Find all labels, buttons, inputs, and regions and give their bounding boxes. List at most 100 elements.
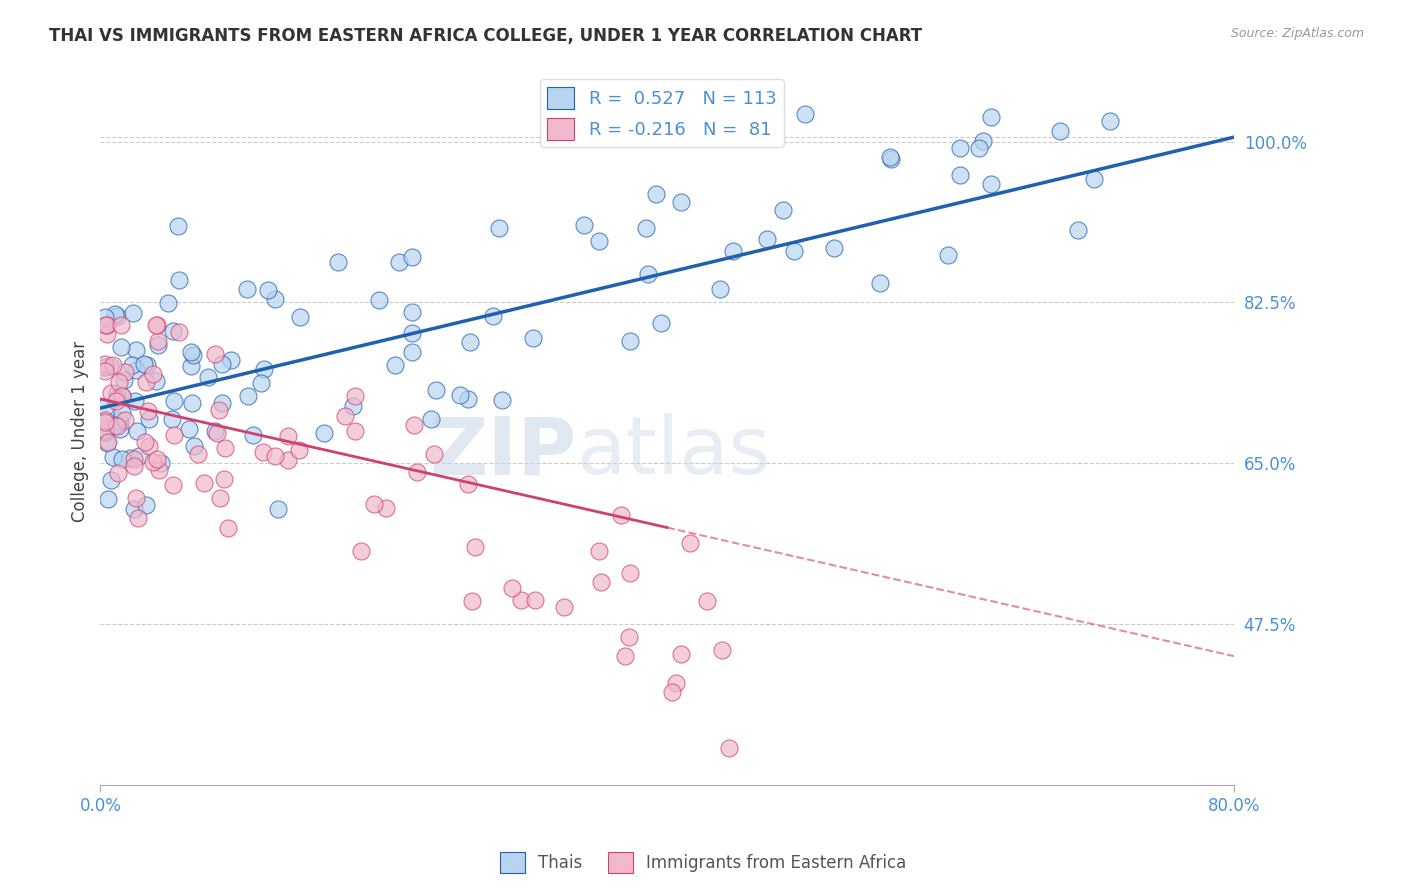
Legend: R =  0.527   N = 113, R = -0.216   N =  81: R = 0.527 N = 113, R = -0.216 N = 81 bbox=[540, 79, 785, 147]
Point bbox=[93, 310, 115, 324]
Point bbox=[110, 422, 132, 436]
Point bbox=[118, 450, 141, 465]
Point bbox=[488, 220, 510, 235]
Point bbox=[457, 477, 479, 491]
Point bbox=[148, 463, 170, 477]
Point bbox=[665, 676, 688, 690]
Point bbox=[420, 412, 443, 426]
Point bbox=[214, 441, 236, 455]
Point bbox=[111, 389, 134, 403]
Point bbox=[501, 582, 523, 596]
Point bbox=[969, 141, 991, 155]
Point bbox=[167, 219, 190, 234]
Point bbox=[266, 502, 288, 516]
Point bbox=[457, 392, 479, 406]
Text: ZIP: ZIP bbox=[429, 413, 576, 491]
Point bbox=[252, 445, 274, 459]
Point bbox=[135, 358, 157, 372]
Point bbox=[650, 316, 672, 330]
Point bbox=[219, 353, 242, 368]
Point bbox=[103, 358, 125, 372]
Point bbox=[146, 334, 169, 349]
Point bbox=[163, 427, 186, 442]
Point bbox=[105, 309, 128, 323]
Point bbox=[207, 425, 229, 440]
Point bbox=[157, 296, 180, 310]
Point bbox=[134, 434, 156, 449]
Point bbox=[104, 418, 127, 433]
Point bbox=[111, 406, 134, 420]
Point bbox=[388, 255, 411, 269]
Point bbox=[93, 358, 115, 372]
Point bbox=[136, 403, 159, 417]
Point bbox=[755, 232, 778, 246]
Legend: Thais, Immigrants from Eastern Africa: Thais, Immigrants from Eastern Africa bbox=[494, 846, 912, 880]
Point bbox=[405, 465, 427, 479]
Point bbox=[93, 415, 115, 429]
Point bbox=[510, 593, 533, 607]
Point bbox=[112, 373, 135, 387]
Point bbox=[236, 283, 259, 297]
Point bbox=[97, 435, 120, 450]
Point bbox=[107, 466, 129, 480]
Point bbox=[869, 276, 891, 290]
Point bbox=[823, 241, 845, 255]
Point bbox=[183, 439, 205, 453]
Point bbox=[491, 393, 513, 408]
Point bbox=[127, 510, 149, 524]
Point bbox=[589, 574, 612, 589]
Point bbox=[105, 392, 128, 406]
Point bbox=[328, 254, 350, 268]
Point bbox=[619, 334, 641, 348]
Point bbox=[110, 318, 132, 333]
Point bbox=[1049, 124, 1071, 138]
Point bbox=[96, 436, 118, 450]
Point bbox=[146, 452, 169, 467]
Point bbox=[96, 327, 118, 342]
Point bbox=[253, 362, 276, 376]
Point bbox=[103, 450, 125, 464]
Point bbox=[717, 740, 740, 755]
Point bbox=[93, 364, 115, 378]
Point bbox=[1067, 223, 1090, 237]
Point bbox=[114, 412, 136, 426]
Point bbox=[97, 491, 120, 506]
Point bbox=[238, 389, 260, 403]
Point bbox=[482, 310, 505, 324]
Point bbox=[98, 359, 121, 373]
Point bbox=[374, 501, 396, 516]
Point bbox=[277, 428, 299, 442]
Point bbox=[204, 424, 226, 438]
Point bbox=[553, 599, 575, 614]
Point bbox=[350, 544, 373, 558]
Point bbox=[111, 451, 134, 466]
Point bbox=[793, 107, 815, 121]
Point bbox=[169, 325, 191, 339]
Point bbox=[401, 326, 423, 340]
Point bbox=[100, 473, 122, 487]
Point bbox=[124, 502, 146, 516]
Point bbox=[1083, 171, 1105, 186]
Point bbox=[111, 389, 134, 403]
Point bbox=[162, 324, 184, 338]
Text: atlas: atlas bbox=[576, 413, 770, 491]
Point bbox=[122, 452, 145, 467]
Point bbox=[142, 455, 165, 469]
Point bbox=[96, 419, 118, 434]
Point bbox=[401, 305, 423, 319]
Point bbox=[679, 536, 702, 550]
Point bbox=[401, 345, 423, 359]
Point bbox=[634, 221, 657, 235]
Point bbox=[449, 388, 471, 402]
Point bbox=[342, 400, 364, 414]
Point bbox=[458, 334, 481, 349]
Point bbox=[122, 305, 145, 319]
Point bbox=[880, 152, 903, 166]
Point bbox=[401, 250, 423, 264]
Point bbox=[135, 375, 157, 389]
Point bbox=[211, 358, 233, 372]
Point bbox=[696, 594, 718, 608]
Point bbox=[264, 450, 287, 464]
Point bbox=[425, 383, 447, 397]
Point bbox=[948, 141, 970, 155]
